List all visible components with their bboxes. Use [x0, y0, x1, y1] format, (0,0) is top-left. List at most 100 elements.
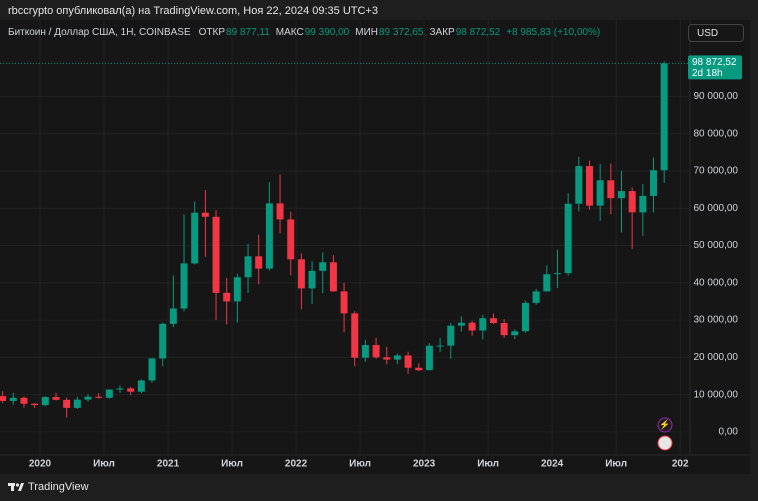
- candle-body: [553, 273, 561, 275]
- candle-body: [297, 259, 305, 289]
- legend: Биткоин / Доллар США, 1Н, COINBASE ОТКР 8…: [8, 27, 606, 38]
- candle-body: [425, 345, 433, 371]
- candle-body: [468, 322, 476, 331]
- chart-bg: [0, 20, 750, 474]
- brand: TradingView: [28, 481, 89, 493]
- candle-body: [639, 195, 647, 213]
- candle-body: [105, 389, 113, 398]
- event-icon[interactable]: [657, 417, 673, 433]
- candle-body: [244, 256, 252, 278]
- candle-body: [404, 355, 412, 368]
- candle-body: [159, 323, 167, 359]
- x-tick-label: 2022: [285, 459, 308, 470]
- candle-body: [223, 292, 231, 302]
- candle-body: [543, 274, 551, 292]
- candle-body: [511, 331, 519, 336]
- y-tick-label: 30 000,00: [694, 315, 739, 326]
- low-value: 89 372,65: [378, 27, 424, 38]
- high-value: 99 390,00: [304, 27, 350, 38]
- symbol: Биткоин / Доллар США, 1Н, COINBASE: [8, 27, 191, 38]
- candle-body: [201, 212, 209, 217]
- candle-body: [447, 325, 455, 346]
- candle-body: [308, 270, 316, 289]
- footer: TradingView: [8, 481, 89, 493]
- y-tick-label: 20 000,00: [694, 352, 739, 363]
- candle-body: [383, 357, 391, 360]
- candle-body: [628, 191, 636, 213]
- candle-body: [20, 397, 28, 404]
- close-value: 98 872,52: [455, 27, 501, 38]
- price-tag: [688, 55, 742, 80]
- candle-body: [41, 397, 49, 406]
- x-tick-label: Июл: [221, 459, 243, 470]
- open-label: ОТКР: [198, 27, 226, 38]
- high-label: МАКС: [275, 27, 304, 38]
- candle-body: [276, 203, 284, 220]
- x-tick-label: Июл: [93, 459, 115, 470]
- candle-body: [180, 263, 188, 309]
- candle-body: [95, 396, 103, 398]
- candle-body: [255, 256, 263, 269]
- candle-body: [191, 212, 199, 264]
- event-icon-glyph: ⚡: [659, 418, 670, 430]
- currency-button[interactable]: USD: [688, 24, 744, 42]
- candle-body: [9, 397, 17, 401]
- change-value: +8 985,83 (+10,00%): [506, 27, 601, 38]
- candle-body: [233, 277, 241, 302]
- candle-body: [84, 396, 92, 400]
- candle-body: [127, 388, 135, 392]
- x-tick-label: 202: [672, 459, 689, 470]
- y-tick-label: 50 000,00: [694, 240, 739, 251]
- candle-body: [415, 367, 423, 371]
- candle-body: [660, 63, 668, 171]
- close-label: ЗАКР: [429, 27, 455, 38]
- candle-body: [607, 180, 615, 199]
- candle-body: [372, 345, 380, 358]
- candle-body: [169, 308, 177, 324]
- candle-body: [340, 291, 348, 314]
- candle-body: [287, 219, 295, 260]
- logo: [8, 483, 24, 491]
- y-tick-label: 40 000,00: [694, 277, 739, 288]
- candle-body: [596, 180, 604, 206]
- candle-body: [436, 345, 444, 347]
- candle-body: [351, 313, 359, 358]
- x-tick-label: 2023: [413, 459, 436, 470]
- y-tick-label: 0,00: [719, 427, 739, 438]
- price-tag-countdown: 2d 18h: [692, 68, 723, 79]
- candle-body: [521, 302, 529, 332]
- candle-body: [265, 203, 273, 269]
- candle-body: [564, 203, 572, 274]
- x-tick-label: 2024: [541, 459, 564, 470]
- candle-body: [479, 318, 487, 331]
- price-tag-value: 98 872,52: [692, 57, 737, 68]
- candle-body: [212, 216, 220, 293]
- candle-body: [489, 318, 497, 324]
- candle-body: [148, 358, 156, 381]
- candle-body: [457, 322, 465, 326]
- x-tick-label: Июл: [477, 459, 499, 470]
- flag-icon[interactable]: [657, 435, 673, 451]
- y-tick-label: 80 000,00: [694, 128, 739, 139]
- x-tick-label: 2020: [29, 459, 52, 470]
- candle-body: [137, 380, 145, 392]
- y-tick-label: 10 000,00: [694, 389, 739, 400]
- candle-body: [650, 170, 658, 196]
- candle-body: [329, 262, 337, 292]
- candle-body: [585, 166, 593, 206]
- y-tick-label: 70 000,00: [694, 166, 739, 177]
- y-tick-label: 90 000,00: [694, 91, 739, 102]
- candle-body: [63, 399, 71, 408]
- candle-body: [617, 191, 625, 199]
- candle-body: [319, 262, 327, 271]
- candle-body: [0, 396, 7, 401]
- publish-info: rbccrypto опубликовал(а) на TradingView.…: [8, 5, 378, 17]
- plot: [0, 20, 690, 455]
- candle-body: [393, 355, 401, 360]
- x-tick-label: Июл: [349, 459, 371, 470]
- candle-body: [532, 291, 540, 303]
- candle-body: [575, 166, 583, 204]
- x-tick-label: Июл: [605, 459, 627, 470]
